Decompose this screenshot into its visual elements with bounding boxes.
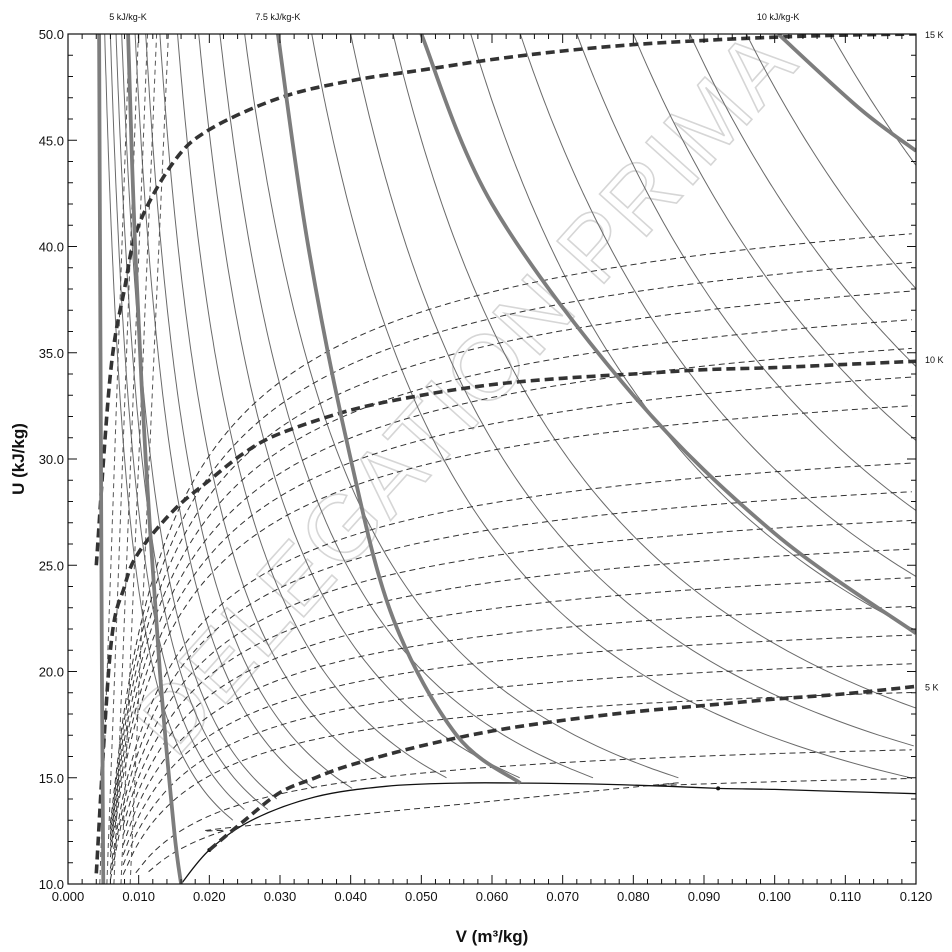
isentrope-line xyxy=(632,34,916,442)
isotherm-line xyxy=(109,290,912,835)
x-tick-label: 0.050 xyxy=(405,889,438,904)
major-isotherm-curve xyxy=(208,684,916,852)
y-tick-label: 25.0 xyxy=(39,558,64,573)
isentrope-line xyxy=(689,34,916,368)
y-tick-label: 45.0 xyxy=(39,133,64,148)
isotherm-line xyxy=(120,34,158,884)
temperature-label: 5 K xyxy=(925,682,939,692)
tick-layer: 0.000 0.010 0.020 0.030 0.040 0.050 0.060 0.070… xyxy=(39,27,933,904)
x-tick-label: 0.120 xyxy=(900,889,933,904)
x-tick-label: 0.080 xyxy=(617,889,650,904)
label-layer: V (m³/kg) U (kJ/kg) 5 kJ/kg-K 7.5 kJ/kg-K 10… xyxy=(9,12,944,946)
isentrope-line xyxy=(145,34,353,789)
x-tick-label: 0.040 xyxy=(334,889,367,904)
y-tick-label: 35.0 xyxy=(39,346,64,361)
isentrope-line xyxy=(576,34,916,512)
isotherm-line xyxy=(129,34,169,884)
isotherm-line xyxy=(109,462,912,869)
isotherm-line xyxy=(106,34,139,884)
major-curve-layer xyxy=(94,34,916,884)
y-tick-label: 15.0 xyxy=(39,771,64,786)
isentrope-line xyxy=(159,34,386,779)
isentrope-line xyxy=(198,34,520,779)
x-tick-label: 0.020 xyxy=(193,889,226,904)
major-isentrope-curve xyxy=(419,34,916,635)
isentrope-line xyxy=(104,34,234,821)
isotherm-line xyxy=(109,261,912,829)
major-isentrope-curve xyxy=(776,34,916,153)
isotherm-line xyxy=(109,376,912,852)
isentrope-line xyxy=(115,34,269,810)
saturation-point xyxy=(716,786,721,791)
entropy-label: 5 kJ/kg-K xyxy=(109,12,147,22)
major-isentrope-curve xyxy=(97,34,106,884)
isotherm-line xyxy=(113,34,148,884)
y-tick-label: 30.0 xyxy=(39,452,64,467)
x-tick-label: 0.010 xyxy=(122,889,155,904)
x-tick-label: 0.070 xyxy=(546,889,579,904)
isentrope-line xyxy=(311,34,911,779)
y-tick-label: 10.0 xyxy=(39,877,64,892)
x-tick-label: 0.060 xyxy=(476,889,509,904)
entropy-label: 7.5 kJ/kg-K xyxy=(255,12,300,22)
x-tick-label: 0.090 xyxy=(688,889,721,904)
isentrope-line xyxy=(470,34,916,632)
isotherm-line xyxy=(109,491,912,875)
isotherm-line xyxy=(99,34,130,884)
isotherm-line xyxy=(109,347,912,846)
isotherm-line xyxy=(109,519,912,881)
major-isentrope-curve xyxy=(126,34,183,884)
isotherm-line xyxy=(109,405,912,858)
isentrope-line xyxy=(519,34,916,578)
x-tick-label: 0.000 xyxy=(52,889,85,904)
y-tick-label: 40.0 xyxy=(39,240,64,255)
isotherm-line xyxy=(122,634,912,856)
isotherm-line xyxy=(122,663,912,866)
isentrope-line xyxy=(830,34,916,167)
isotherm-line xyxy=(122,605,912,846)
x-tick-label: 0.100 xyxy=(758,889,791,904)
y-axis-title: U (kJ/kg) xyxy=(9,423,28,495)
x-axis-title: V (m³/kg) xyxy=(456,927,529,946)
isentrope-line xyxy=(392,34,916,709)
isentrope-line xyxy=(121,34,278,800)
isentrope-line xyxy=(244,34,679,779)
isotherm-line xyxy=(122,548,912,826)
y-tick-label: 50.0 xyxy=(39,27,64,42)
major-isentrope-curve xyxy=(276,34,522,785)
isentrope-line xyxy=(109,34,245,810)
isotherm-line xyxy=(148,778,912,873)
x-tick-label: 0.110 xyxy=(830,889,862,904)
y-tick-label: 20.0 xyxy=(39,665,64,680)
temperature-label: 10 K xyxy=(925,355,944,365)
entropy-label: 10 kJ/kg-K xyxy=(757,12,800,22)
isotherm-line xyxy=(122,577,912,836)
saturation-curve xyxy=(180,782,916,884)
x-tick-label: 0.030 xyxy=(264,889,297,904)
isotherm-line xyxy=(109,233,912,824)
major-isotherm-curve xyxy=(94,34,916,566)
isotherm-line xyxy=(109,319,912,841)
curve-layer xyxy=(99,34,916,884)
temperature-label: 15 K xyxy=(925,30,944,40)
isotherm-line xyxy=(135,749,912,874)
isentrope-line xyxy=(177,34,447,779)
isentrope-line xyxy=(745,34,916,290)
